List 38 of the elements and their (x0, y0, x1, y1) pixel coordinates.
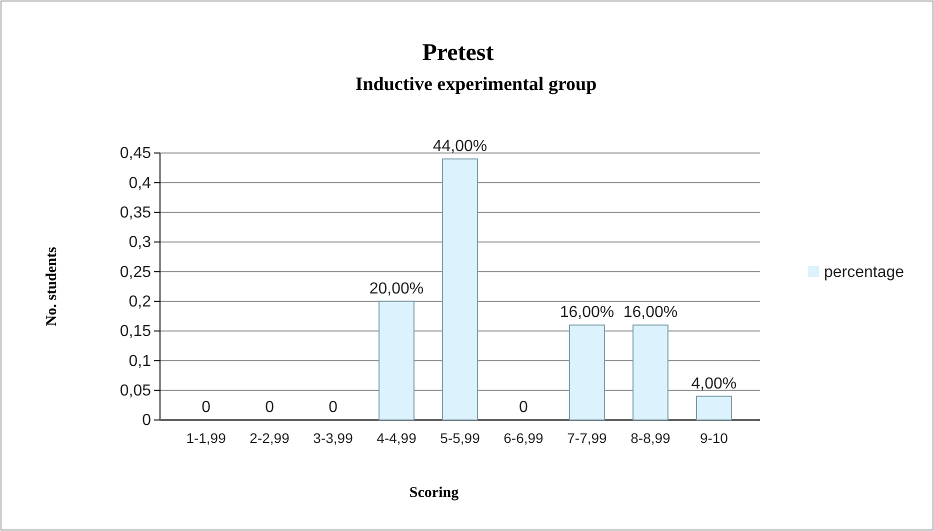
x-tick-label: 8-8,99 (630, 430, 671, 446)
y-tick-label: 0,15 (120, 323, 152, 340)
x-tick-label: 3-3,99 (313, 430, 354, 446)
data-label: 0 (328, 399, 338, 416)
y-tick-label: 0,25 (120, 264, 152, 281)
x-tick-label: 2-2,99 (250, 430, 290, 446)
y-tick-label: 0,45 (120, 145, 152, 162)
data-label: 16,00% (623, 304, 678, 322)
bar (632, 324, 668, 420)
y-tick-label: 0,1 (128, 352, 152, 370)
data-label: 0 (519, 399, 528, 416)
y-axis-title: No. students (44, 246, 60, 326)
data-label: 0 (202, 399, 211, 416)
x-tick-label: 5-5,99 (440, 430, 480, 446)
x-axis-title: Scoring (409, 485, 460, 501)
legend-label: percentage (824, 264, 904, 281)
y-tick-label: 0 (142, 412, 152, 430)
data-label: 20,00% (369, 280, 424, 298)
y-tick-label: 0,2 (128, 293, 152, 310)
data-label: 4,00% (691, 375, 737, 392)
bar (442, 158, 478, 420)
bar (569, 324, 605, 420)
data-label: 0 (265, 399, 274, 416)
y-tick-label: 0,3 (128, 234, 152, 252)
x-tick-label: 6-6,99 (504, 430, 544, 446)
chart-subtitle: Inductive experimental group (355, 74, 597, 95)
y-tick-label: 0,05 (120, 382, 152, 400)
chart-title: Pretest (422, 40, 494, 66)
x-tick-label: 1-1,99 (186, 430, 226, 446)
x-tick-label: 9-10 (700, 430, 728, 446)
x-tick-label: 7-7,99 (567, 430, 608, 446)
data-label: 16,00% (560, 304, 614, 322)
y-tick-label: 0,4 (128, 174, 152, 192)
y-tick-label: 0,35 (120, 204, 152, 222)
bar (378, 300, 414, 420)
x-tick-label: 4-4,99 (376, 430, 417, 446)
bar (696, 396, 732, 420)
data-label: 44,00% (432, 138, 488, 155)
